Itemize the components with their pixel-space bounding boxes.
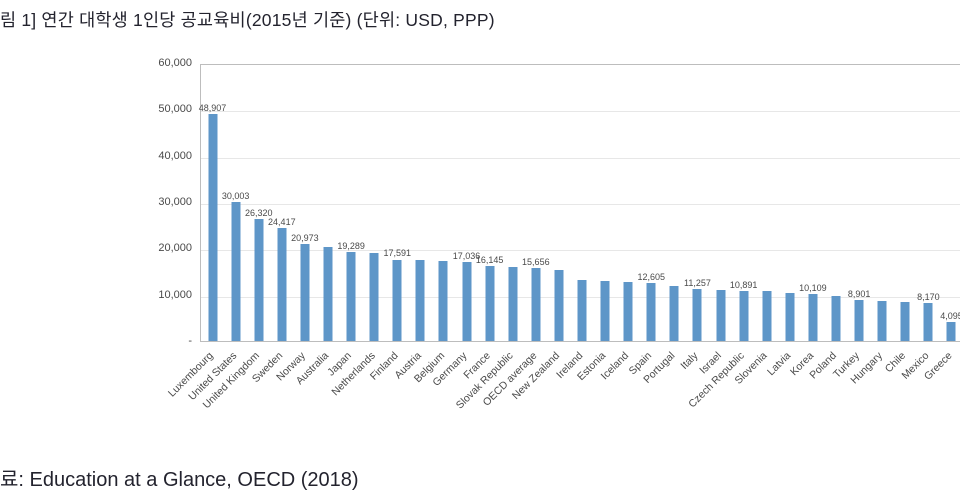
- bar: [300, 243, 310, 341]
- bar: [808, 294, 818, 341]
- y-tick-label: -: [188, 335, 192, 347]
- y-tick-label: 20,000: [158, 242, 192, 255]
- gridline: [201, 111, 960, 113]
- bar: [231, 202, 241, 341]
- bar-value-label: 8,170: [917, 292, 940, 303]
- bar: [392, 259, 402, 341]
- bar: [600, 281, 610, 341]
- bar: [346, 251, 356, 341]
- figure-title: 림 1] 연간 대학생 1인당 공교육비(2015년 기준) (단위: USD,…: [0, 10, 495, 30]
- bar: [877, 301, 887, 341]
- bar: [646, 282, 656, 341]
- bar-value-label: 17,036: [452, 251, 481, 262]
- bar: [485, 266, 495, 341]
- y-tick-label: 60,000: [158, 57, 192, 69]
- bar: [762, 290, 772, 341]
- bar-value-label: 19,289: [337, 240, 365, 251]
- bar-value-label: 26,320: [244, 208, 273, 219]
- bar: [438, 260, 448, 341]
- bar-value-label: 10,891: [729, 279, 758, 290]
- bar-value-label: 16,145: [475, 255, 504, 266]
- bar: [208, 114, 218, 341]
- bar: [508, 267, 518, 341]
- bar-value-label: 20,973: [291, 232, 319, 243]
- bar-value-label: 4,095: [940, 311, 960, 322]
- bar: [277, 227, 287, 341]
- bar: [692, 288, 702, 341]
- bar: [323, 246, 333, 341]
- y-tick-label: 10,000: [158, 288, 192, 301]
- bar-value-label: 15,656: [522, 257, 550, 268]
- gridline: [201, 204, 960, 205]
- bar-value-label: 12,605: [637, 271, 666, 282]
- bar-value-label: 24,417: [268, 216, 296, 227]
- bar: [415, 259, 425, 341]
- bar-value-label: 11,257: [684, 277, 711, 288]
- bar: [369, 252, 379, 341]
- source-caption: 료: Education at a Glance, OECD (2018): [0, 469, 359, 491]
- x-axis-labels: Luxembourg United States United Kingdom Swe…: [166, 344, 960, 454]
- y-tick-label: 40,000: [158, 149, 192, 162]
- bar: [716, 289, 726, 341]
- bar: [577, 279, 587, 341]
- bar-chart: 48,907 30,003 26,320 24,417 20,973 19,289 17,5…: [0, 57, 960, 458]
- bar: [554, 269, 564, 341]
- bar: [531, 268, 541, 341]
- gridline: [201, 157, 960, 159]
- bar: [831, 296, 841, 341]
- bar: [669, 286, 679, 341]
- bar: [854, 299, 864, 341]
- bar-value-label: 17,591: [383, 248, 412, 259]
- bar: [623, 282, 633, 341]
- bar: [946, 322, 956, 341]
- bar-value-label: 10,109: [799, 283, 827, 294]
- y-tick-label: 50,000: [158, 103, 192, 116]
- x-category-label: Latvia: [764, 349, 794, 379]
- bar: [739, 290, 749, 341]
- bar: [923, 303, 933, 341]
- y-tick-label: 30,000: [158, 196, 192, 208]
- bar: [462, 262, 472, 341]
- bar-value-label: 30,003: [221, 190, 250, 201]
- bar: [785, 293, 795, 341]
- bar-value-label: 48,907: [198, 103, 227, 114]
- gridline: [201, 250, 960, 252]
- bar: [900, 302, 910, 341]
- plot-area: 48,907 30,003 26,320 24,417 20,973 19,289 17,5…: [198, 64, 960, 342]
- bar: [254, 219, 264, 341]
- bar-value-label: 8,901: [847, 288, 871, 299]
